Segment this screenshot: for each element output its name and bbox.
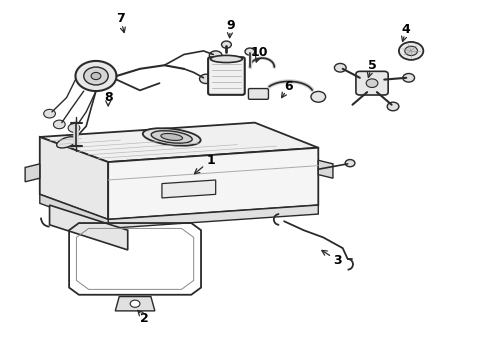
- FancyBboxPatch shape: [248, 89, 269, 99]
- Circle shape: [366, 79, 378, 87]
- Circle shape: [221, 41, 231, 48]
- Ellipse shape: [161, 134, 183, 140]
- Text: 3: 3: [334, 254, 342, 267]
- Polygon shape: [108, 148, 319, 220]
- Text: 9: 9: [226, 19, 235, 32]
- Text: 2: 2: [141, 311, 149, 325]
- Polygon shape: [49, 205, 128, 250]
- Circle shape: [209, 51, 222, 60]
- Text: 1: 1: [206, 154, 215, 167]
- Polygon shape: [40, 194, 108, 228]
- Circle shape: [245, 48, 255, 55]
- Text: 10: 10: [251, 46, 269, 59]
- Circle shape: [399, 42, 423, 60]
- Text: 6: 6: [285, 80, 294, 93]
- Circle shape: [403, 73, 415, 82]
- Polygon shape: [318, 160, 333, 178]
- Circle shape: [387, 102, 399, 111]
- Circle shape: [311, 91, 326, 102]
- Text: 8: 8: [104, 91, 113, 104]
- Circle shape: [44, 109, 55, 118]
- Ellipse shape: [211, 55, 243, 63]
- Text: 4: 4: [402, 23, 411, 36]
- Ellipse shape: [143, 128, 200, 146]
- Polygon shape: [25, 164, 40, 182]
- Circle shape: [68, 124, 80, 132]
- Text: 5: 5: [368, 59, 376, 72]
- Circle shape: [75, 61, 117, 91]
- FancyBboxPatch shape: [356, 71, 388, 95]
- FancyBboxPatch shape: [208, 57, 245, 95]
- Polygon shape: [108, 205, 319, 228]
- Circle shape: [199, 74, 212, 84]
- Circle shape: [53, 120, 65, 129]
- Circle shape: [334, 63, 346, 72]
- Circle shape: [345, 159, 355, 167]
- Polygon shape: [115, 297, 155, 311]
- Text: 7: 7: [116, 12, 125, 25]
- Polygon shape: [40, 123, 318, 162]
- Ellipse shape: [57, 137, 76, 148]
- Polygon shape: [162, 180, 216, 198]
- Ellipse shape: [151, 131, 192, 143]
- Circle shape: [130, 300, 140, 307]
- Polygon shape: [40, 137, 108, 220]
- Circle shape: [405, 46, 417, 55]
- Circle shape: [91, 72, 101, 80]
- Circle shape: [84, 67, 108, 85]
